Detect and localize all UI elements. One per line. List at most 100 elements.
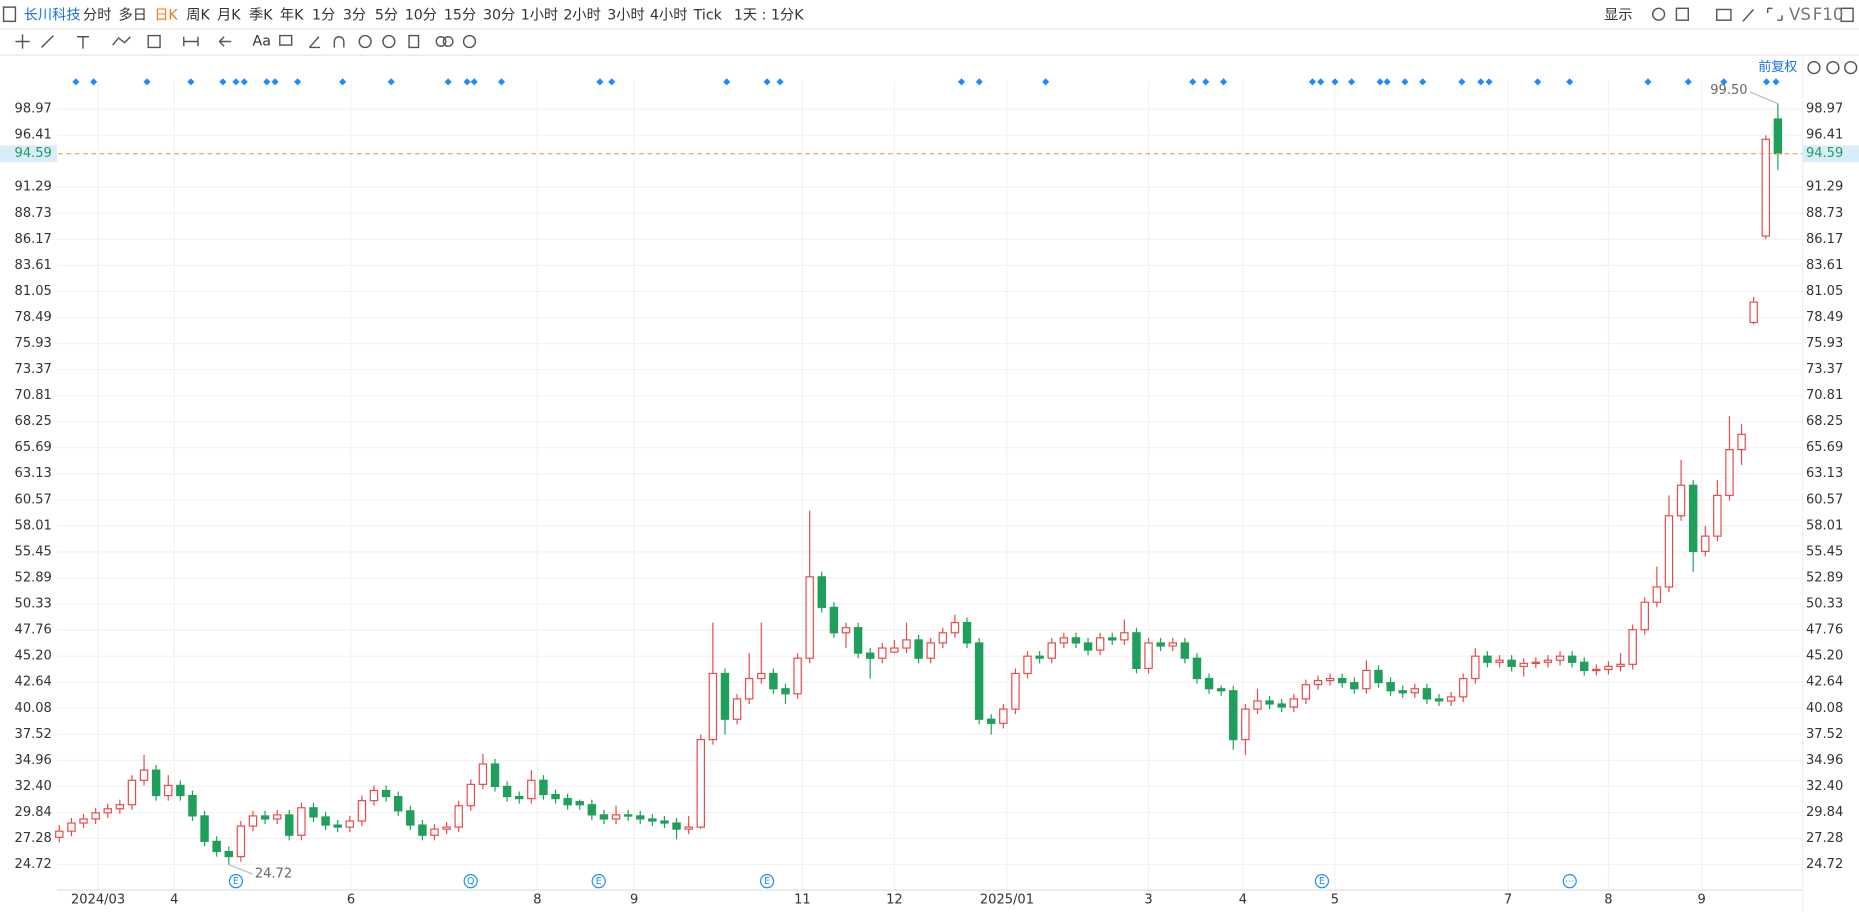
event-marker[interactable] [723,78,731,86]
event-marker[interactable] [1401,78,1409,86]
adjust-mode[interactable]: 前复权 [1758,59,1797,75]
zoom-in-button[interactable] [1844,60,1858,75]
magnet-tool[interactable] [333,36,345,48]
event-label[interactable]: E [764,876,770,887]
arrow-tool[interactable] [218,36,232,47]
event-marker[interactable] [1534,78,1542,86]
event-marker[interactable] [294,78,302,86]
event-marker[interactable] [1477,78,1485,86]
event-marker[interactable] [444,78,452,86]
period-button[interactable]: 5分 [375,6,398,23]
event-marker[interactable] [187,78,195,86]
sidebar-toggle[interactable] [2,6,17,23]
event-label[interactable]: E [233,876,239,887]
event-marker[interactable] [387,78,395,86]
event-marker[interactable] [1644,78,1652,86]
event-marker[interactable] [240,78,248,86]
event-marker[interactable] [263,78,271,86]
lock-tool[interactable] [358,34,372,49]
event-marker[interactable] [1202,78,1210,86]
event-marker[interactable] [1317,78,1325,86]
event-marker[interactable] [271,78,279,86]
event-label[interactable]: E [596,876,602,887]
period-button[interactable]: 30分 [483,6,515,23]
event-label[interactable]: ⋯ [1565,876,1574,887]
interval-select[interactable]: 1天 : 1分K [734,6,804,23]
period-button[interactable]: 4小时 [650,6,687,23]
event-marker[interactable] [596,78,604,86]
zoom-out-button[interactable] [1826,60,1840,75]
event-badge[interactable] [591,874,606,889]
event-marker[interactable] [72,78,80,86]
period-button[interactable]: 季K [249,6,273,23]
event-marker[interactable] [1348,78,1356,86]
visibility-tool[interactable] [382,34,396,49]
period-button[interactable]: 10分 [405,6,437,23]
screenshot-button[interactable] [1716,8,1732,21]
period-button[interactable]: 月K [217,7,241,23]
event-marker[interactable] [957,78,966,86]
panel-button[interactable] [1840,7,1854,23]
note-tool[interactable] [279,34,293,46]
symbol[interactable]: 长川科技 [24,6,81,23]
fullscreen-button[interactable] [1766,7,1783,21]
fib-tool[interactable] [77,36,89,49]
event-marker[interactable] [1566,78,1574,86]
draw-button[interactable] [1742,9,1755,22]
period-button[interactable]: 15分 [444,6,476,23]
period-button[interactable]: Tick [693,7,723,23]
event-marker[interactable] [1219,78,1228,86]
event-marker[interactable] [1331,78,1339,86]
delete-tool[interactable] [408,34,420,49]
event-label[interactable]: Q [467,876,474,887]
event-marker[interactable] [1376,78,1384,86]
display-menu[interactable]: 显示 [1604,7,1632,23]
period-button[interactable]: 2小时 [563,6,600,23]
event-badge[interactable] [759,874,775,889]
period-button[interactable]: 3分 [343,6,366,23]
period-button[interactable]: 1分 [312,6,335,23]
f10-button[interactable]: F10 [1813,5,1844,24]
period-button[interactable]: 分时 [83,6,111,23]
period-button[interactable]: 年K [280,6,304,23]
period-button[interactable]: 1小时 [521,6,558,23]
range-tool[interactable] [183,36,199,47]
event-marker[interactable] [497,78,506,86]
event-badge[interactable] [228,874,244,889]
event-marker[interactable] [1684,78,1692,86]
angle-tool[interactable] [308,36,321,49]
text-tool[interactable]: Aa [253,34,271,50]
event-marker[interactable] [776,78,784,86]
event-marker[interactable] [1189,78,1197,86]
event-marker[interactable] [219,78,227,86]
event-label[interactable]: E [1319,876,1325,887]
period-button[interactable]: 周K [186,7,210,23]
settings-button[interactable] [1651,7,1666,21]
event-badge[interactable] [463,874,478,889]
event-marker[interactable] [1383,78,1391,86]
event-marker[interactable] [232,78,240,86]
reset-button[interactable] [1807,60,1821,75]
measure-tool[interactable] [147,34,161,49]
event-marker[interactable] [90,78,98,86]
pattern-tool[interactable] [112,36,131,46]
event-marker[interactable] [975,78,983,86]
event-marker[interactable] [608,78,616,86]
event-badge[interactable] [1314,874,1330,889]
event-marker[interactable] [763,78,771,86]
event-marker[interactable] [470,78,478,86]
period-button[interactable]: 3小时 [607,6,644,23]
layout-button[interactable] [1675,7,1689,21]
period-button[interactable]: 多日 [119,6,147,23]
event-marker[interactable] [1485,78,1493,86]
period-button[interactable]: 日K [154,7,178,23]
compare-tool[interactable] [442,36,454,47]
event-marker[interactable] [143,78,151,86]
move-tool[interactable] [15,34,30,49]
compare-tool[interactable] [435,36,447,47]
event-marker[interactable] [339,78,347,86]
vs-button[interactable]: VS [1789,5,1811,24]
settings-tool[interactable] [462,34,477,49]
event-badge[interactable] [1562,874,1577,889]
line-tool[interactable] [40,35,54,48]
